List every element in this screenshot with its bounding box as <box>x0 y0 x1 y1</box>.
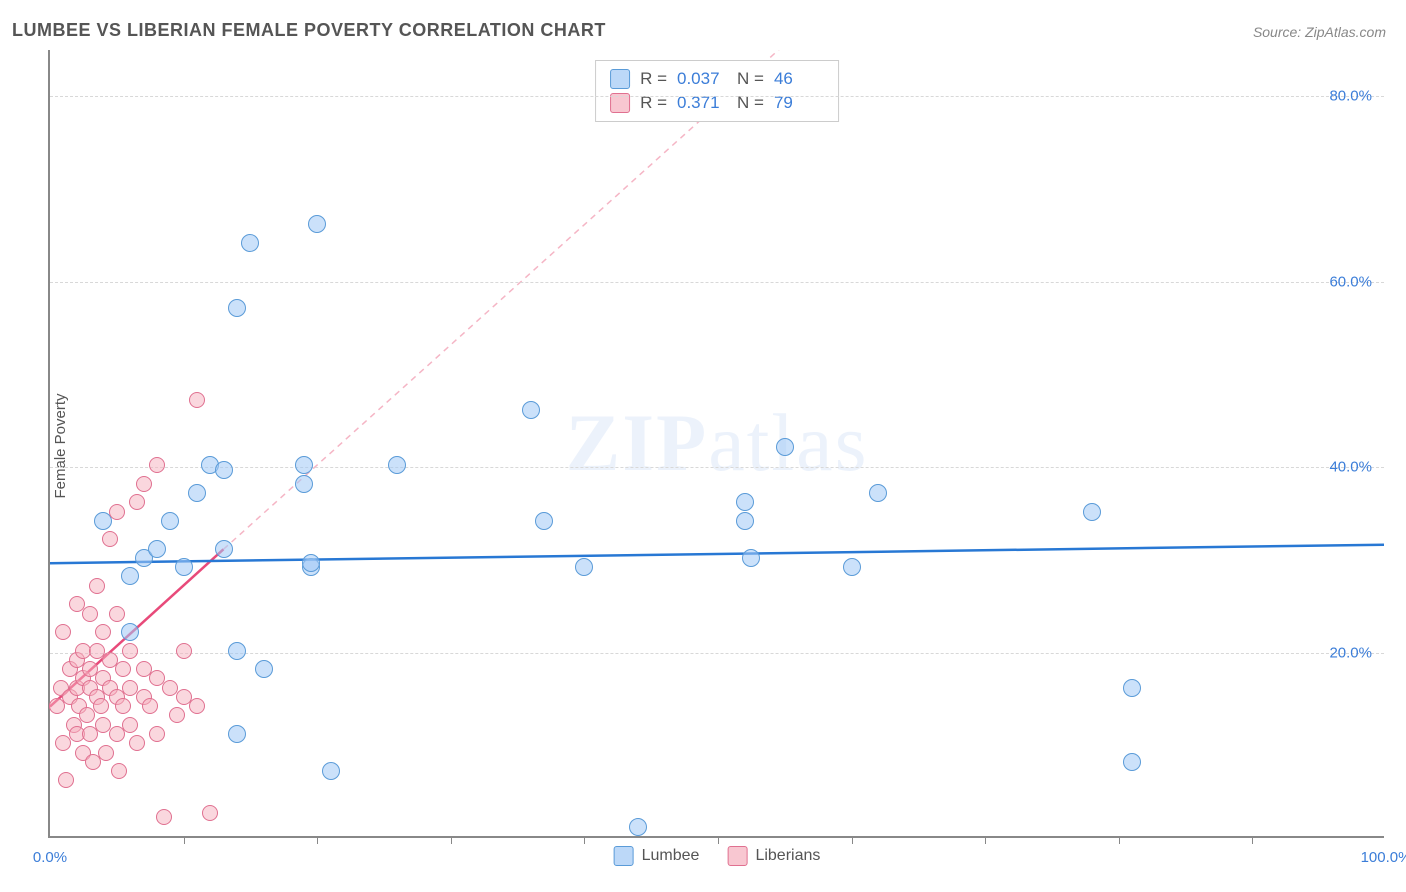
x-tick <box>451 836 452 844</box>
watermark-text: ZIPatlas <box>566 396 869 490</box>
data-point <box>142 698 158 714</box>
data-point <box>215 540 233 558</box>
data-point <box>89 578 105 594</box>
data-point <box>95 624 111 640</box>
data-point <box>869 484 887 502</box>
data-point <box>148 540 166 558</box>
gridline <box>50 282 1384 283</box>
data-point <box>149 457 165 473</box>
data-point <box>629 818 647 836</box>
data-point <box>175 558 193 576</box>
bottom-legend: Lumbee Liberians <box>614 846 821 866</box>
data-point <box>188 484 206 502</box>
x-tick <box>1252 836 1253 844</box>
data-point <box>575 558 593 576</box>
x-tick <box>184 836 185 844</box>
data-point <box>535 512 553 530</box>
legend-swatch <box>610 69 630 89</box>
legend-item: Liberians <box>727 846 820 866</box>
data-point <box>109 504 125 520</box>
data-point <box>295 456 313 474</box>
data-point <box>776 438 794 456</box>
data-point <box>308 215 326 233</box>
chart-title: LUMBEE VS LIBERIAN FEMALE POVERTY CORREL… <box>12 20 606 41</box>
legend-item: Lumbee <box>614 846 700 866</box>
data-point <box>58 772 74 788</box>
gridline <box>50 96 1384 97</box>
data-point <box>228 642 246 660</box>
legend-swatch <box>614 846 634 866</box>
data-point <box>388 456 406 474</box>
x-tick <box>317 836 318 844</box>
data-point <box>129 494 145 510</box>
data-point <box>156 809 172 825</box>
data-point <box>169 707 185 723</box>
data-point <box>522 401 540 419</box>
trend-lines <box>50 50 1384 836</box>
data-point <box>122 643 138 659</box>
stat-r-label: R = <box>640 69 667 89</box>
plot-area: ZIPatlas R =0.037N =46R =0.371N =79 Lumb… <box>48 50 1384 838</box>
chart-container: LUMBEE VS LIBERIAN FEMALE POVERTY CORREL… <box>0 0 1406 892</box>
data-point <box>241 234 259 252</box>
data-point <box>1123 753 1141 771</box>
data-point <box>121 623 139 641</box>
data-point <box>228 299 246 317</box>
data-point <box>742 549 760 567</box>
x-tick <box>985 836 986 844</box>
source-label: Source: ZipAtlas.com <box>1253 24 1386 40</box>
data-point <box>202 805 218 821</box>
data-point <box>189 698 205 714</box>
data-point <box>176 643 192 659</box>
stat-n-label: N = <box>737 69 764 89</box>
data-point <box>115 698 131 714</box>
stat-r-value: 0.037 <box>677 69 727 89</box>
stats-legend-box: R = 0.037 N = 46R =0.371N =79 <box>595 60 839 122</box>
gridline <box>50 653 1384 654</box>
data-point <box>295 475 313 493</box>
data-point <box>115 661 131 677</box>
data-point <box>136 476 152 492</box>
x-tick <box>1119 836 1120 844</box>
data-point <box>111 763 127 779</box>
data-point <box>82 606 98 622</box>
legend-label: Lumbee <box>642 847 700 865</box>
y-tick-label: 60.0% <box>1329 273 1372 290</box>
data-point <box>129 735 145 751</box>
data-point <box>228 725 246 743</box>
x-tick-label: 100.0% <box>1361 849 1406 866</box>
x-tick <box>718 836 719 844</box>
data-point <box>93 698 109 714</box>
data-point <box>255 660 273 678</box>
stats-row: R = 0.037 N = 46 <box>610 67 824 91</box>
legend-label: Liberians <box>755 847 820 865</box>
data-point <box>736 512 754 530</box>
data-point <box>215 461 233 479</box>
data-point <box>843 558 861 576</box>
data-point <box>189 392 205 408</box>
y-tick-label: 40.0% <box>1329 459 1372 476</box>
data-point <box>302 554 320 572</box>
gridline <box>50 467 1384 468</box>
y-tick-label: 80.0% <box>1329 88 1372 105</box>
data-point <box>121 567 139 585</box>
data-point <box>149 726 165 742</box>
data-point <box>1083 503 1101 521</box>
stat-n-value: 46 <box>774 69 824 89</box>
data-point <box>322 762 340 780</box>
x-tick <box>584 836 585 844</box>
x-tick <box>852 836 853 844</box>
data-point <box>109 606 125 622</box>
x-tick-label: 0.0% <box>33 849 67 866</box>
data-point <box>736 493 754 511</box>
data-point <box>102 531 118 547</box>
y-tick-label: 20.0% <box>1329 644 1372 661</box>
data-point <box>161 512 179 530</box>
data-point <box>1123 679 1141 697</box>
data-point <box>122 717 138 733</box>
data-point <box>55 624 71 640</box>
data-point <box>98 745 114 761</box>
legend-swatch <box>727 846 747 866</box>
stats-row: R =0.371N =79 <box>610 91 824 115</box>
